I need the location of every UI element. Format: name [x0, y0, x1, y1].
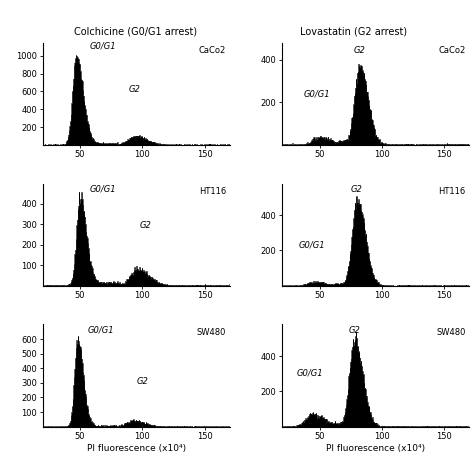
Text: G2: G2 — [129, 85, 141, 94]
X-axis label: PI fluorescence (x10⁴): PI fluorescence (x10⁴) — [326, 444, 425, 453]
Text: G2: G2 — [140, 220, 152, 229]
Text: G2: G2 — [136, 377, 148, 386]
Text: SW480: SW480 — [197, 328, 226, 337]
Text: CaCo2: CaCo2 — [438, 46, 465, 55]
Text: G0/G1: G0/G1 — [304, 90, 330, 99]
X-axis label: PI fluorescence (x10⁴): PI fluorescence (x10⁴) — [87, 444, 186, 453]
Text: HT116: HT116 — [199, 187, 226, 196]
Text: G2: G2 — [354, 46, 365, 55]
Text: SW480: SW480 — [436, 328, 465, 337]
Text: Colchicine (G0/G1 arrest): Colchicine (G0/G1 arrest) — [73, 26, 197, 36]
Text: G0/G1: G0/G1 — [296, 369, 323, 378]
Text: G0/G1: G0/G1 — [88, 326, 114, 335]
Text: G2: G2 — [351, 185, 363, 194]
Text: CaCo2: CaCo2 — [199, 46, 226, 55]
Text: G2: G2 — [348, 326, 360, 335]
Text: Lovastatin (G2 arrest): Lovastatin (G2 arrest) — [300, 26, 407, 36]
Text: G0/G1: G0/G1 — [90, 185, 117, 194]
Text: G0/G1: G0/G1 — [90, 42, 117, 51]
Text: G0/G1: G0/G1 — [299, 241, 326, 250]
Text: HT116: HT116 — [438, 187, 465, 196]
